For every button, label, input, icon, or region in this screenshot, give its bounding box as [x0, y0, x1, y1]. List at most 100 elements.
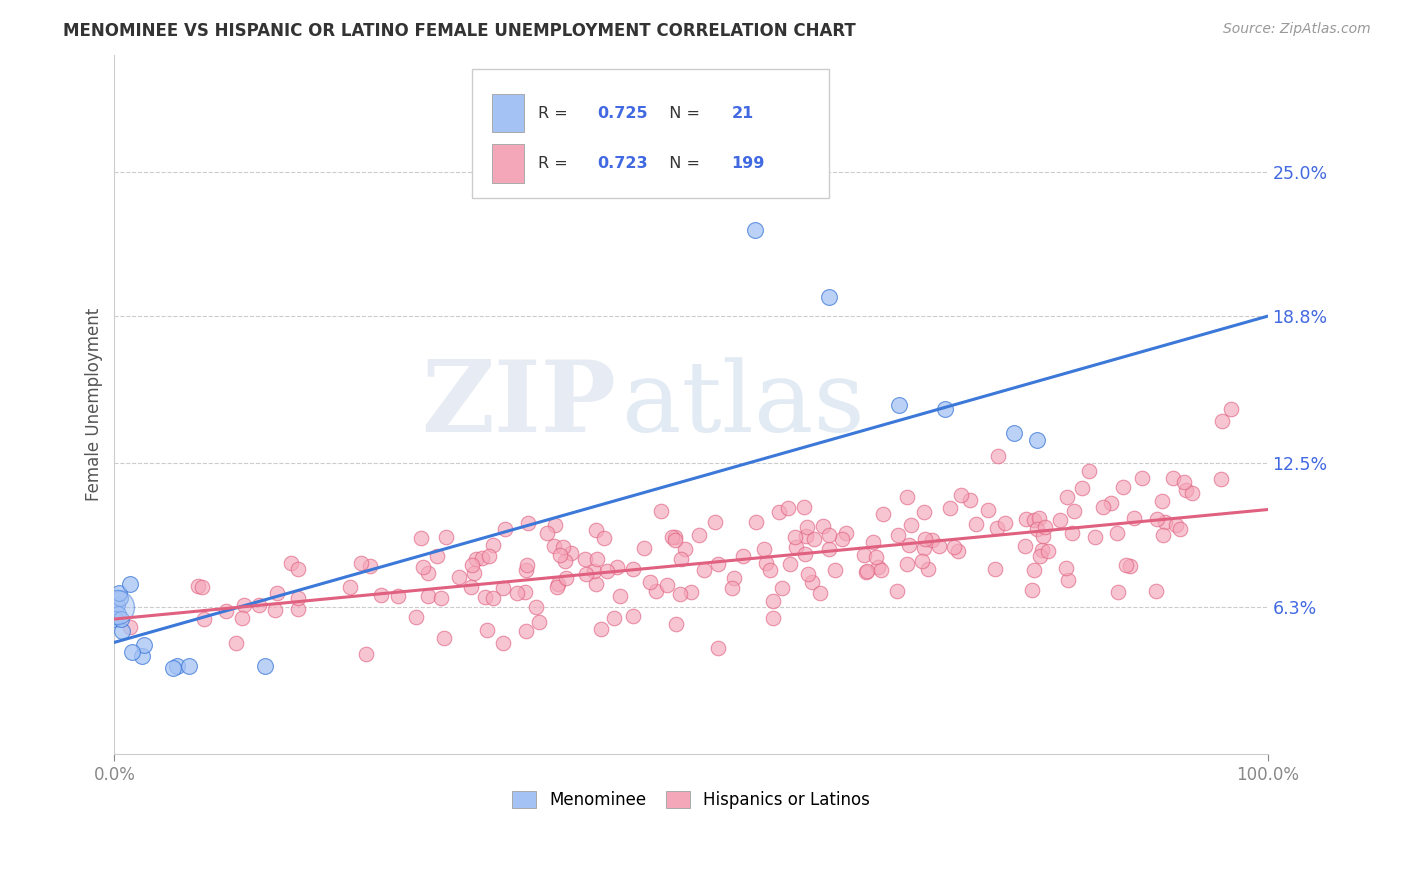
- Point: [107, 607, 129, 622]
- Point: [546, 580, 568, 594]
- Point: [1115, 558, 1137, 573]
- Point: [1168, 522, 1191, 536]
- Point: [638, 575, 661, 590]
- Point: [1002, 425, 1025, 440]
- Point: [436, 530, 458, 544]
- Point: [650, 504, 672, 518]
- Point: [515, 585, 537, 599]
- Point: [621, 562, 644, 576]
- Point: [263, 602, 285, 616]
- Point: [707, 640, 730, 655]
- Point: [225, 636, 247, 650]
- Point: [664, 533, 686, 548]
- FancyBboxPatch shape: [472, 69, 830, 198]
- Point: [731, 549, 754, 563]
- Point: [359, 558, 381, 573]
- Point: [1049, 513, 1071, 527]
- Point: [187, 579, 209, 593]
- Point: [547, 577, 569, 591]
- Point: [855, 565, 877, 579]
- Point: [886, 528, 908, 542]
- Point: [492, 635, 515, 649]
- Point: [527, 615, 550, 629]
- Point: [664, 530, 686, 544]
- Point: [983, 562, 1005, 576]
- Point: [917, 562, 939, 576]
- Point: [1099, 496, 1122, 510]
- Point: [609, 589, 631, 603]
- Point: [1014, 540, 1036, 554]
- Point: [793, 547, 815, 561]
- Point: [673, 542, 696, 557]
- Text: MENOMINEE VS HISPANIC OR LATINO FEMALE UNEMPLOYMENT CORRELATION CHART: MENOMINEE VS HISPANIC OR LATINO FEMALE U…: [63, 22, 856, 40]
- Point: [575, 567, 598, 582]
- Point: [817, 542, 839, 557]
- Point: [911, 553, 934, 567]
- Point: [796, 520, 818, 534]
- Point: [993, 516, 1015, 531]
- Point: [824, 563, 846, 577]
- Point: [835, 526, 858, 541]
- Point: [287, 602, 309, 616]
- Point: [986, 521, 1008, 535]
- Point: [1026, 433, 1049, 447]
- Point: [433, 632, 456, 646]
- Point: [1119, 558, 1142, 573]
- Point: [688, 527, 710, 541]
- Point: [796, 566, 818, 581]
- Legend: Menominee, Hispanics or Latinos: Menominee, Hispanics or Latinos: [506, 784, 876, 816]
- Point: [350, 556, 373, 570]
- Point: [752, 541, 775, 556]
- Point: [132, 638, 155, 652]
- Point: [665, 617, 688, 632]
- Point: [120, 620, 142, 634]
- Point: [412, 560, 434, 574]
- Point: [409, 531, 432, 545]
- Point: [1211, 472, 1233, 486]
- Point: [460, 580, 482, 594]
- Point: [912, 505, 935, 519]
- Point: [693, 563, 716, 577]
- Point: [464, 551, 486, 566]
- Point: [543, 539, 565, 553]
- Point: [593, 531, 616, 545]
- Point: [793, 500, 815, 515]
- Point: [589, 622, 612, 636]
- Point: [478, 549, 501, 564]
- Point: [1123, 510, 1146, 524]
- Point: [886, 584, 908, 599]
- Point: [606, 559, 628, 574]
- Point: [1024, 563, 1046, 577]
- Point: [921, 533, 943, 547]
- Point: [177, 658, 200, 673]
- Point: [1211, 414, 1233, 428]
- Point: [1028, 511, 1050, 525]
- Point: [668, 587, 690, 601]
- Point: [707, 558, 730, 572]
- Point: [862, 535, 884, 549]
- Point: [803, 532, 825, 546]
- Point: [426, 549, 449, 564]
- FancyBboxPatch shape: [492, 145, 524, 183]
- Point: [896, 490, 918, 504]
- Point: [475, 623, 498, 637]
- Point: [585, 523, 607, 537]
- Point: [946, 543, 969, 558]
- Point: [166, 658, 188, 673]
- Point: [551, 540, 574, 554]
- Point: [1146, 512, 1168, 526]
- Point: [585, 551, 607, 566]
- Point: [287, 591, 309, 606]
- Point: [515, 563, 537, 577]
- Point: [1057, 573, 1080, 587]
- Point: [1032, 529, 1054, 543]
- Point: [247, 598, 270, 612]
- Point: [1056, 491, 1078, 505]
- Point: [939, 500, 962, 515]
- Point: [621, 609, 644, 624]
- Point: [679, 584, 702, 599]
- Point: [831, 532, 853, 546]
- Point: [574, 551, 596, 566]
- Point: [1060, 526, 1083, 541]
- Point: [461, 558, 484, 573]
